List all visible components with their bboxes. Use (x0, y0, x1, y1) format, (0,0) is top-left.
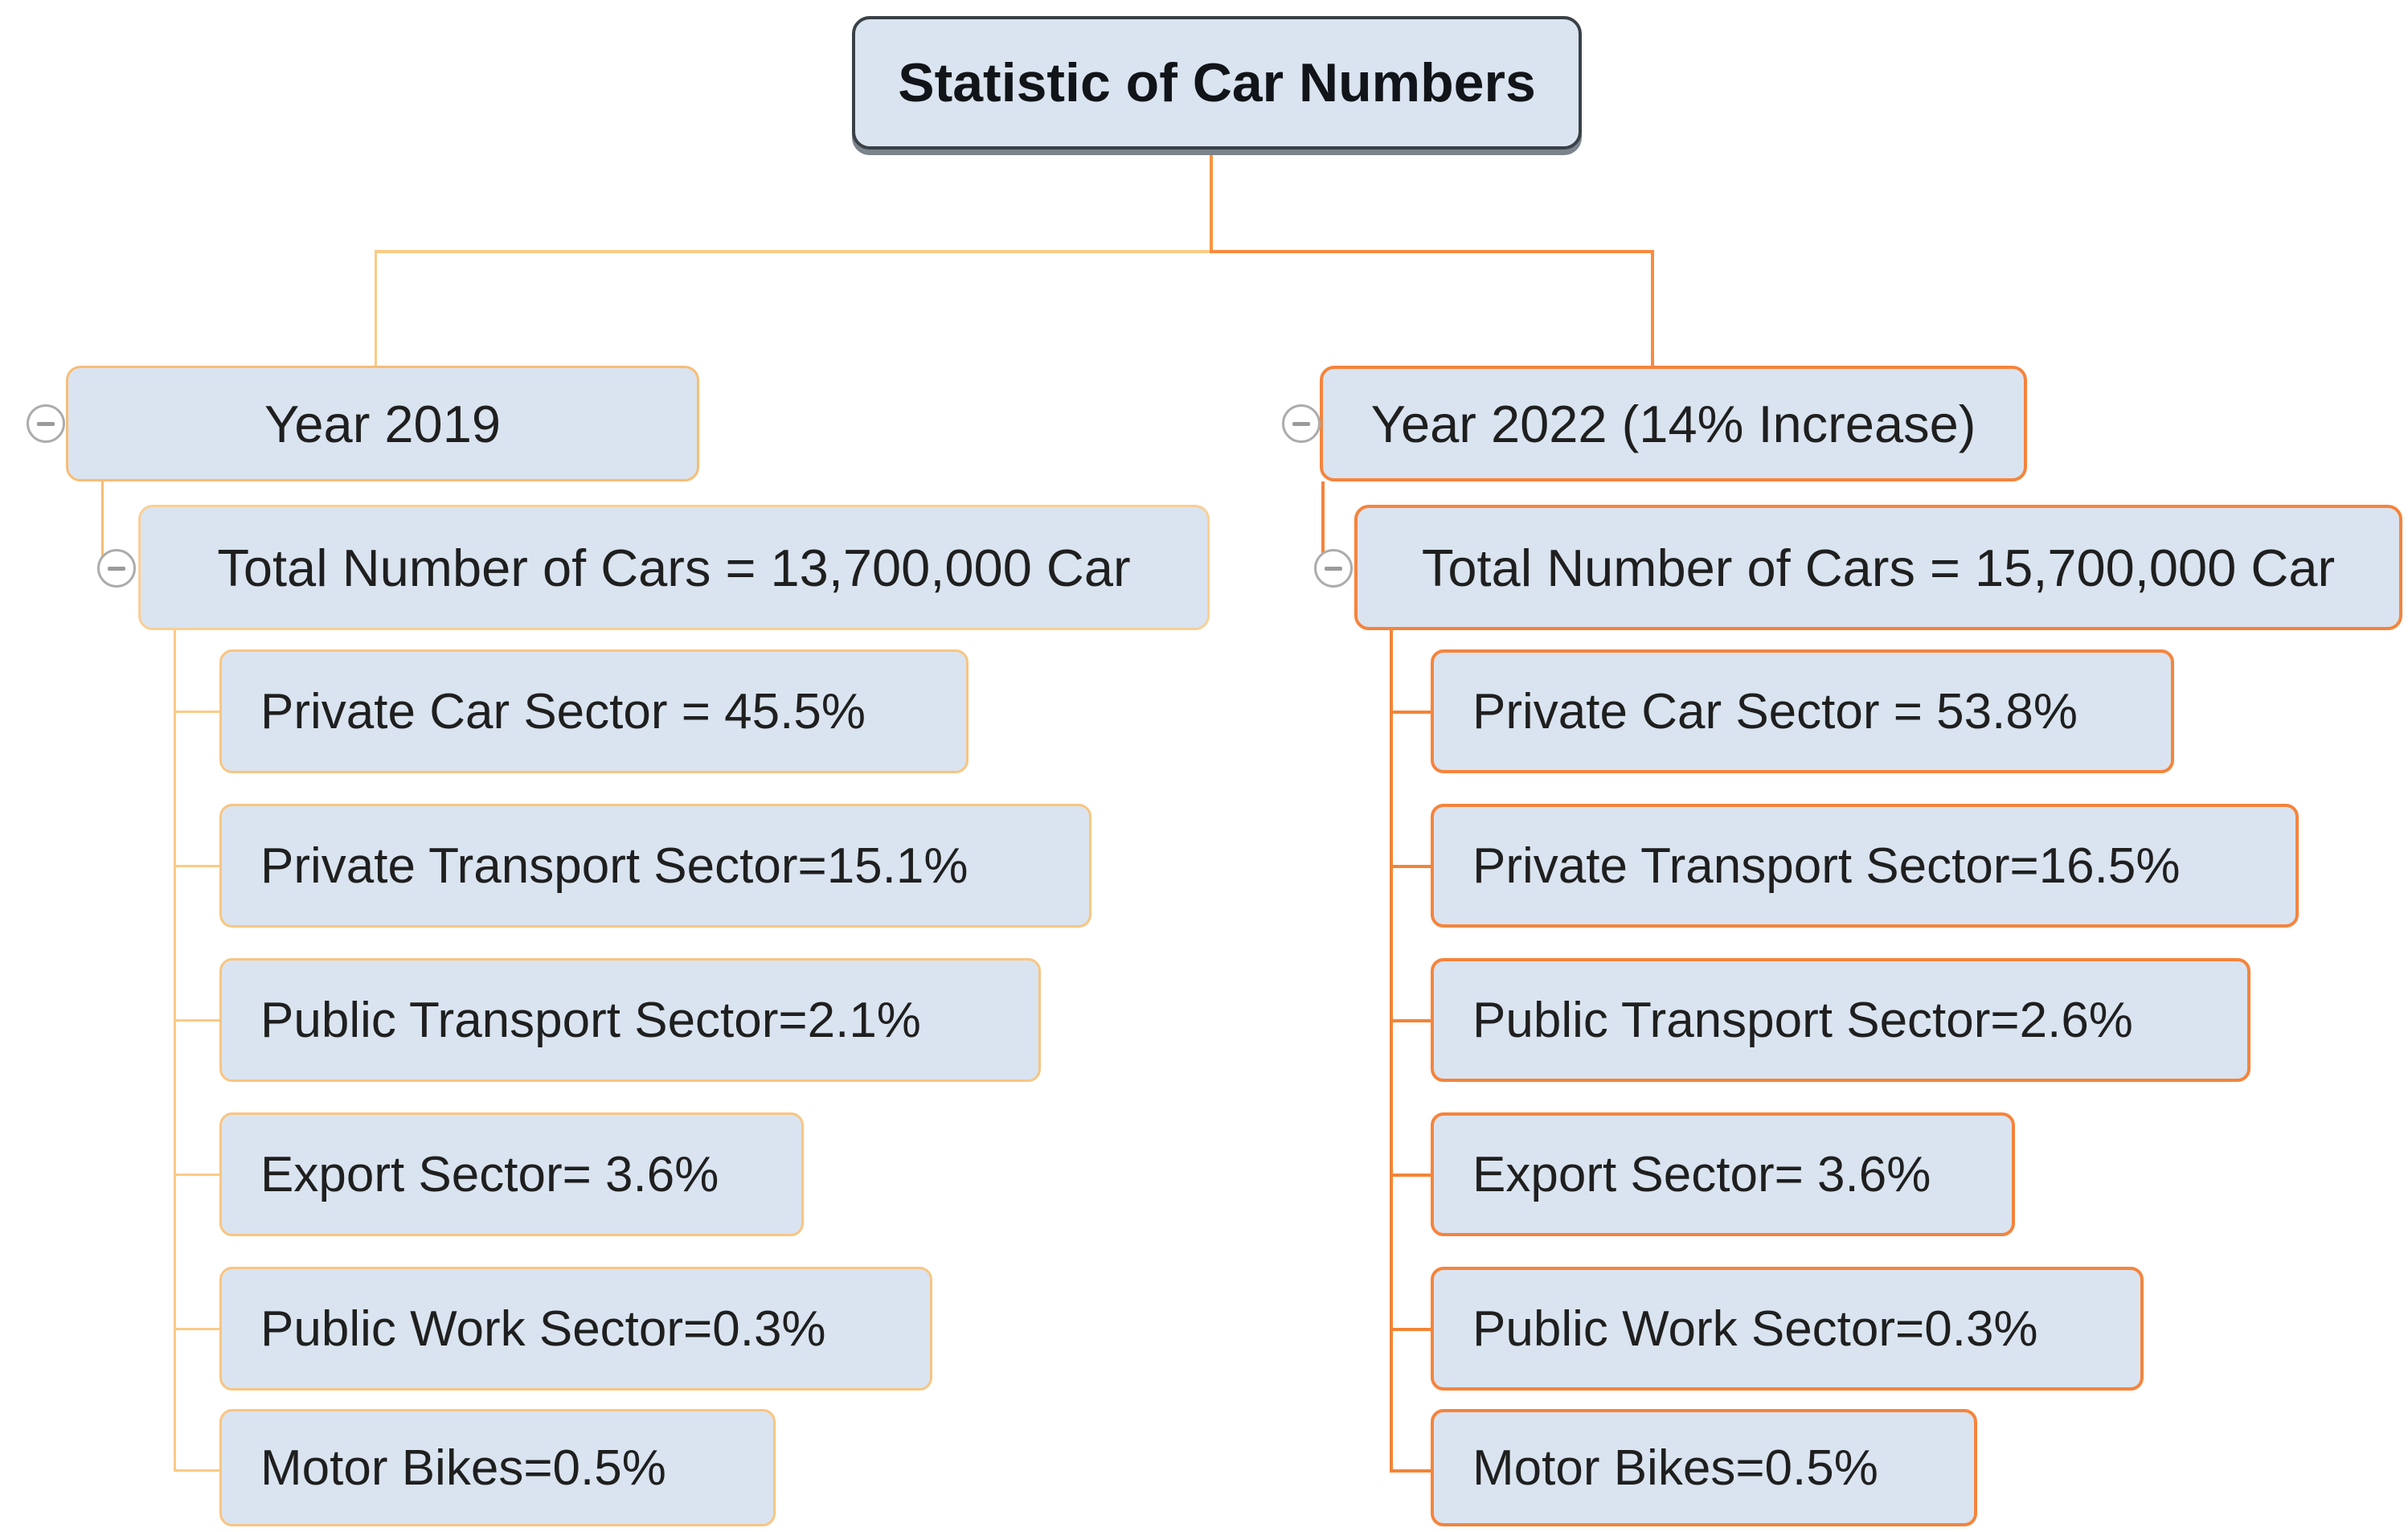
connector-trunk-right (1390, 630, 1393, 1472)
branch-label: Year 2022 (14% Increase) (1370, 394, 1976, 453)
branch-node-year-2022[interactable]: Year 2022 (14% Increase) (1320, 366, 2027, 481)
sector-label: Private Transport Sector=15.1% (260, 838, 969, 894)
sector-label: Public Transport Sector=2.1% (260, 992, 921, 1048)
sector-node-2019-public-work[interactable]: Public Work Sector=0.3% (219, 1267, 932, 1391)
total-node-2022[interactable]: Total Number of Cars = 15,700,000 Car (1354, 505, 2402, 630)
branch-label: Year 2019 (264, 394, 501, 453)
sector-node-2019-public-transport[interactable]: Public Transport Sector=2.1% (219, 958, 1041, 1082)
sector-label: Motor Bikes=0.5% (260, 1440, 666, 1496)
sector-label: Export Sector= 3.6% (1472, 1146, 1931, 1202)
total-label: Total Number of Cars = 15,700,000 Car (1421, 538, 2336, 597)
connector-stub (174, 865, 220, 867)
connector-stub (174, 1174, 220, 1176)
sector-label: Public Work Sector=0.3% (1472, 1301, 2038, 1357)
sector-node-2019-motor-bikes[interactable]: Motor Bikes=0.5% (219, 1409, 776, 1526)
connector-stub (174, 1019, 220, 1022)
minus-icon (1292, 421, 1310, 426)
sector-label: Public Transport Sector=2.6% (1472, 992, 2133, 1048)
connector-stub (1390, 1019, 1431, 1022)
connector-drop-left (375, 250, 377, 368)
connector-year-total-right (1321, 481, 1325, 562)
connector-stub (174, 711, 220, 713)
root-topic-node[interactable]: Statistic of Car Numbers (852, 16, 1582, 150)
sector-node-2022-motor-bikes[interactable]: Motor Bikes=0.5% (1431, 1409, 1977, 1526)
connector-year-total-left (101, 481, 104, 562)
root-topic-label: Statistic of Car Numbers (898, 52, 1536, 113)
connector-split-left (375, 250, 1211, 253)
connector-stub (1390, 711, 1431, 714)
connector-split-right (1210, 250, 1653, 253)
sector-node-2022-public-transport[interactable]: Public Transport Sector=2.6% (1431, 958, 2250, 1082)
collapse-button-total-2019[interactable] (97, 549, 136, 588)
sector-node-2022-export[interactable]: Export Sector= 3.6% (1431, 1112, 2015, 1236)
sector-node-2019-private-transport[interactable]: Private Transport Sector=15.1% (219, 804, 1091, 928)
minus-icon (1325, 566, 1342, 571)
sector-label: Private Transport Sector=16.5% (1472, 838, 2181, 894)
sector-node-2022-private-transport[interactable]: Private Transport Sector=16.5% (1431, 804, 2299, 928)
sector-node-2022-public-work[interactable]: Public Work Sector=0.3% (1431, 1267, 2144, 1391)
minus-icon (37, 421, 55, 426)
connector-drop-right (1651, 250, 1654, 368)
branch-node-year-2019[interactable]: Year 2019 (66, 366, 699, 481)
connector-stub (1390, 1469, 1431, 1473)
connector-stub (1390, 1174, 1431, 1177)
total-node-2019[interactable]: Total Number of Cars = 13,700,000 Car (138, 505, 1210, 630)
minus-icon (108, 566, 125, 571)
connector-stub (174, 1328, 220, 1330)
sector-label: Private Car Sector = 45.5% (260, 683, 866, 739)
connector-stub (174, 1469, 220, 1472)
sector-label: Private Car Sector = 53.8% (1472, 683, 2078, 739)
sector-label: Public Work Sector=0.3% (260, 1301, 826, 1357)
collapse-button-total-2022[interactable] (1314, 549, 1353, 588)
sector-node-2019-export[interactable]: Export Sector= 3.6% (219, 1112, 804, 1236)
connector-stub (1390, 865, 1431, 868)
collapse-button-year-2019[interactable] (27, 404, 65, 443)
sector-label: Motor Bikes=0.5% (1472, 1440, 1878, 1496)
connector-root-stem (1210, 150, 1213, 252)
sector-node-2019-private-car[interactable]: Private Car Sector = 45.5% (219, 649, 969, 773)
connector-trunk-left (174, 630, 176, 1472)
collapse-button-year-2022[interactable] (1282, 404, 1321, 443)
total-label: Total Number of Cars = 13,700,000 Car (217, 538, 1131, 597)
connector-stub (1390, 1328, 1431, 1331)
sector-label: Export Sector= 3.6% (260, 1146, 719, 1202)
sector-node-2022-private-car[interactable]: Private Car Sector = 53.8% (1431, 649, 2174, 773)
